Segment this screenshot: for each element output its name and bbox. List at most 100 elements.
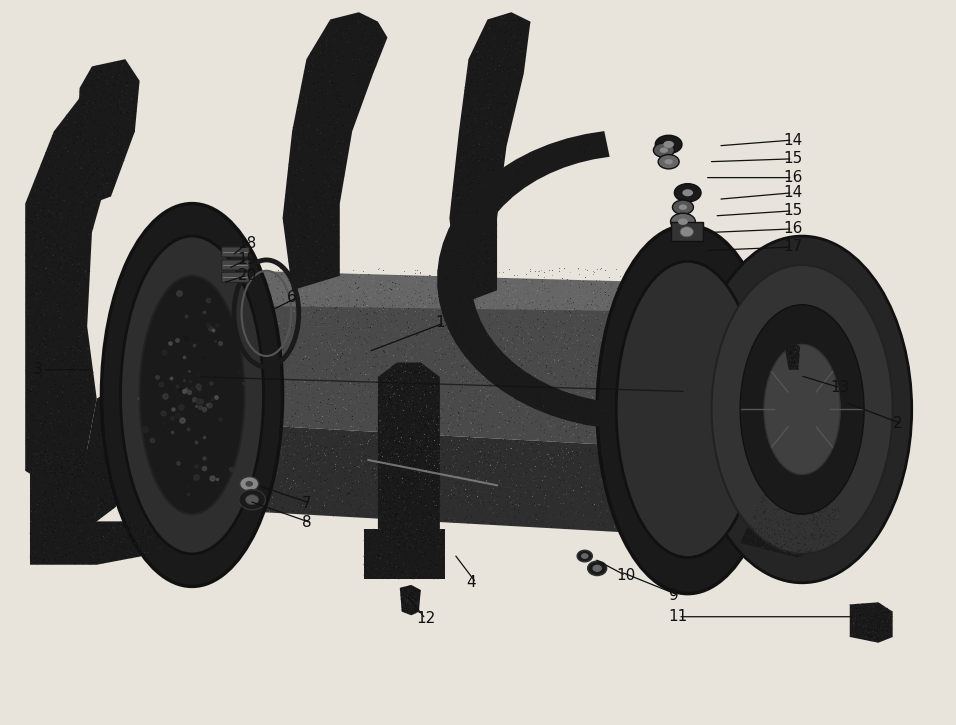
Point	[441, 423, 456, 434]
Point	[832, 289, 847, 301]
Point	[452, 167, 467, 178]
Point	[472, 119, 488, 130]
Point	[881, 612, 897, 624]
Point	[146, 428, 162, 440]
Point	[811, 274, 826, 286]
Point	[616, 499, 631, 510]
Point	[813, 538, 828, 550]
Point	[374, 431, 389, 443]
Circle shape	[680, 227, 693, 237]
Point	[210, 436, 226, 448]
Point	[336, 274, 351, 286]
Point	[298, 218, 314, 230]
Point	[163, 543, 179, 555]
Point	[85, 392, 100, 404]
Point	[511, 291, 527, 303]
Point	[564, 367, 579, 378]
Point	[770, 517, 785, 529]
Point	[96, 172, 111, 183]
Point	[366, 18, 381, 30]
Point	[94, 444, 109, 455]
Point	[50, 168, 65, 180]
Point	[667, 410, 683, 421]
Point	[118, 542, 133, 553]
Point	[61, 522, 76, 534]
Point	[483, 365, 498, 376]
Point	[81, 160, 97, 171]
Point	[453, 346, 468, 357]
Point	[689, 357, 705, 369]
Point	[541, 313, 556, 325]
Point	[33, 286, 48, 298]
Point	[29, 459, 44, 471]
Point	[401, 377, 416, 389]
Point	[709, 437, 725, 449]
Point	[231, 486, 247, 498]
Point	[557, 291, 573, 303]
Point	[859, 384, 875, 395]
Point	[324, 130, 339, 141]
Point	[785, 293, 800, 304]
Point	[173, 409, 188, 420]
Point	[112, 78, 127, 90]
Point	[632, 466, 647, 478]
Point	[414, 491, 429, 502]
Point	[795, 342, 811, 354]
Point	[686, 354, 702, 365]
Point	[808, 307, 823, 319]
Point	[784, 339, 799, 350]
Point	[120, 478, 135, 490]
Point	[53, 419, 68, 431]
Point	[467, 209, 482, 220]
Point	[554, 298, 569, 310]
Point	[299, 262, 315, 274]
Point	[103, 122, 119, 133]
Point	[335, 130, 350, 142]
Point	[277, 328, 293, 340]
Point	[86, 154, 101, 166]
Point	[323, 220, 338, 232]
Point	[549, 321, 564, 333]
Point	[538, 442, 554, 453]
Point	[578, 291, 594, 302]
Point	[769, 394, 784, 406]
Point	[73, 238, 88, 249]
Point	[45, 540, 60, 552]
Point	[614, 512, 629, 523]
Point	[773, 531, 789, 542]
Point	[391, 380, 406, 392]
Point	[538, 462, 554, 473]
Point	[201, 299, 216, 310]
Point	[413, 544, 428, 555]
Point	[512, 315, 528, 326]
Point	[610, 434, 625, 446]
Point	[92, 531, 107, 543]
Point	[454, 203, 469, 215]
Point	[54, 463, 70, 474]
Point	[403, 452, 419, 464]
Point	[407, 364, 423, 376]
Point	[281, 293, 296, 304]
Point	[34, 395, 50, 407]
Point	[369, 347, 384, 358]
Point	[88, 204, 103, 215]
Point	[598, 445, 613, 457]
Point	[641, 509, 657, 521]
Point	[293, 155, 308, 167]
Point	[326, 254, 341, 265]
Point	[97, 545, 112, 557]
Point	[37, 473, 53, 485]
Point	[800, 498, 815, 510]
Point	[484, 146, 499, 157]
Point	[599, 508, 615, 520]
Point	[376, 375, 391, 386]
Point	[548, 299, 563, 311]
Point	[567, 515, 582, 527]
Point	[470, 510, 486, 521]
Point	[172, 433, 187, 444]
Point	[852, 621, 867, 632]
Point	[436, 431, 451, 443]
Point	[406, 440, 422, 452]
Point	[593, 502, 608, 514]
Point	[400, 533, 415, 544]
